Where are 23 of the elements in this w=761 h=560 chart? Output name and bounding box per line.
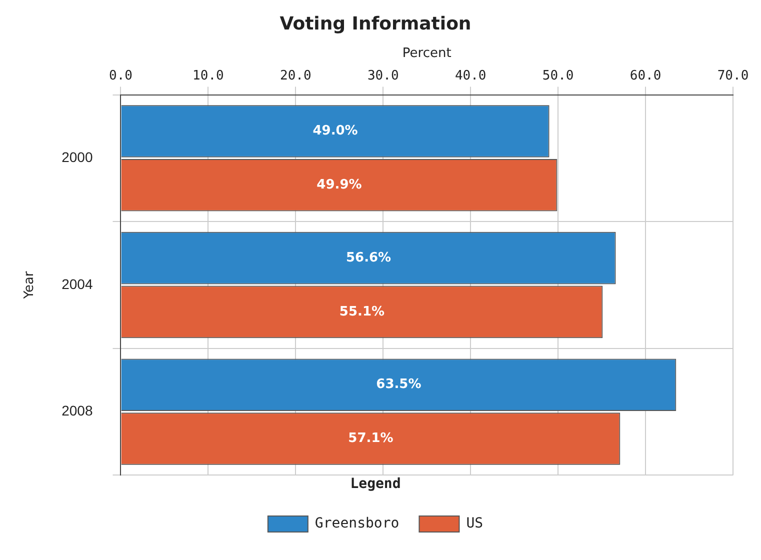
data-label: 57.1% <box>348 431 394 446</box>
x-tick-label: 10.0 <box>192 68 224 84</box>
legend-label: Greensboro <box>314 516 400 532</box>
x-tick-label: 20.0 <box>280 68 312 84</box>
chart-title: Voting Information <box>280 13 472 34</box>
legend-title: Legend <box>350 476 401 492</box>
y-tick-label: 2000 <box>62 149 93 166</box>
y-axis-title: Year <box>22 270 38 300</box>
data-label: 56.6% <box>346 250 392 266</box>
data-label: 49.0% <box>312 124 358 139</box>
y-tick-label: 2008 <box>62 402 93 419</box>
x-tick-label: 50.0 <box>542 68 574 84</box>
x-tick-label: 40.0 <box>454 68 486 84</box>
data-label: 63.5% <box>376 377 422 392</box>
data-label: 49.9% <box>316 178 362 193</box>
x-tick-label: 0.0 <box>109 68 132 84</box>
x-tick-label: 30.0 <box>367 68 399 84</box>
x-tick-label: 70.0 <box>717 68 749 84</box>
data-label: 55.1% <box>339 304 385 320</box>
y-tick-label: 2004 <box>62 276 93 292</box>
x-axis-title: Percent <box>402 46 452 61</box>
x-tick-label: 60.0 <box>630 68 662 84</box>
legend-label: US <box>466 516 484 532</box>
